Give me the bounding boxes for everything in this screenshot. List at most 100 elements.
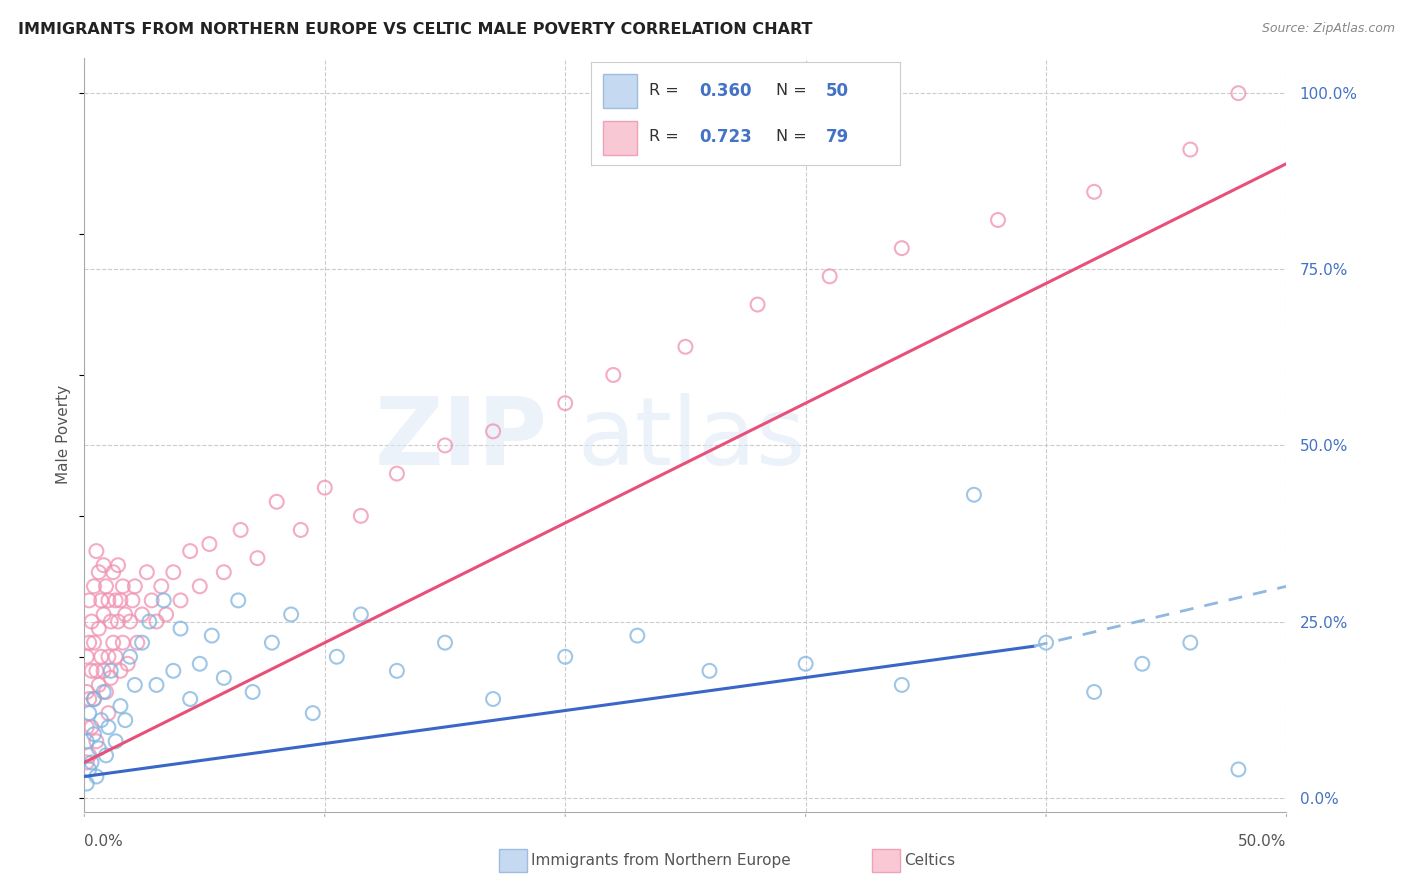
Point bbox=[350, 607, 373, 622]
Point bbox=[1035, 635, 1057, 649]
Point bbox=[675, 340, 697, 354]
Point bbox=[212, 671, 235, 685]
Point bbox=[141, 593, 163, 607]
Point bbox=[118, 649, 141, 664]
Point bbox=[80, 664, 103, 678]
Text: ZIP: ZIP bbox=[374, 392, 547, 484]
Point bbox=[111, 579, 134, 593]
Point bbox=[104, 649, 127, 664]
Point bbox=[107, 615, 129, 629]
Point bbox=[86, 544, 108, 558]
Point bbox=[602, 368, 624, 382]
Point bbox=[100, 671, 122, 685]
Point bbox=[246, 551, 269, 566]
Point bbox=[103, 565, 125, 579]
Text: IMMIGRANTS FROM NORTHERN EUROPE VS CELTIC MALE POVERTY CORRELATION CHART: IMMIGRANTS FROM NORTHERN EUROPE VS CELTI… bbox=[18, 22, 813, 37]
Point bbox=[83, 692, 105, 706]
Point bbox=[76, 776, 98, 790]
Point bbox=[747, 297, 769, 311]
Text: atlas: atlas bbox=[578, 392, 806, 484]
Point bbox=[385, 467, 408, 481]
Point bbox=[93, 558, 115, 573]
Point bbox=[138, 615, 160, 629]
Point bbox=[103, 635, 125, 649]
Point bbox=[90, 593, 112, 607]
Point bbox=[77, 593, 100, 607]
Point bbox=[188, 657, 211, 671]
Point bbox=[145, 615, 167, 629]
Point bbox=[890, 241, 912, 255]
Point bbox=[482, 425, 505, 439]
Point bbox=[145, 678, 167, 692]
Point bbox=[301, 706, 323, 720]
Point bbox=[117, 657, 139, 671]
Point bbox=[131, 635, 153, 649]
Point bbox=[94, 685, 117, 699]
Text: N =: N = bbox=[776, 129, 813, 145]
Point bbox=[77, 748, 100, 763]
Point bbox=[155, 607, 177, 622]
Point bbox=[890, 678, 912, 692]
Point bbox=[76, 756, 98, 770]
Point bbox=[1130, 657, 1153, 671]
Point bbox=[121, 593, 143, 607]
Point bbox=[1180, 143, 1202, 157]
Point bbox=[1083, 185, 1105, 199]
FancyBboxPatch shape bbox=[603, 121, 637, 155]
Point bbox=[179, 544, 201, 558]
Point bbox=[97, 720, 120, 734]
Point bbox=[110, 664, 132, 678]
Point bbox=[87, 565, 110, 579]
Text: 0.360: 0.360 bbox=[699, 82, 751, 100]
Point bbox=[83, 692, 105, 706]
Point bbox=[554, 396, 576, 410]
Point bbox=[80, 615, 103, 629]
Point bbox=[83, 579, 105, 593]
Point bbox=[83, 727, 105, 741]
Point bbox=[76, 734, 98, 748]
Point bbox=[87, 678, 110, 692]
Point bbox=[162, 664, 184, 678]
Point bbox=[314, 481, 336, 495]
Point bbox=[80, 756, 103, 770]
Point bbox=[114, 713, 136, 727]
Text: R =: R = bbox=[650, 83, 685, 98]
Point bbox=[97, 593, 120, 607]
Point bbox=[110, 699, 132, 714]
Point bbox=[76, 685, 98, 699]
Text: 79: 79 bbox=[825, 128, 849, 145]
Point bbox=[127, 635, 149, 649]
Point bbox=[90, 649, 112, 664]
Point bbox=[179, 692, 201, 706]
Point bbox=[77, 706, 100, 720]
Point bbox=[135, 565, 157, 579]
Point bbox=[242, 685, 264, 699]
Point bbox=[699, 664, 721, 678]
Point bbox=[87, 741, 110, 756]
Point bbox=[226, 593, 249, 607]
Point bbox=[124, 579, 146, 593]
Point bbox=[104, 593, 127, 607]
Point bbox=[482, 692, 505, 706]
Point bbox=[229, 523, 252, 537]
Point bbox=[77, 635, 100, 649]
Point bbox=[94, 579, 117, 593]
Point bbox=[86, 770, 108, 784]
Text: R =: R = bbox=[650, 129, 685, 145]
Point bbox=[93, 685, 115, 699]
Point bbox=[266, 495, 288, 509]
Point bbox=[350, 508, 373, 523]
Point bbox=[1227, 86, 1250, 100]
Point bbox=[87, 622, 110, 636]
Point bbox=[212, 565, 235, 579]
Point bbox=[326, 649, 349, 664]
Point bbox=[169, 593, 191, 607]
Point bbox=[124, 678, 146, 692]
Text: Source: ZipAtlas.com: Source: ZipAtlas.com bbox=[1261, 22, 1395, 36]
Point bbox=[963, 488, 986, 502]
Point bbox=[794, 657, 817, 671]
Point bbox=[434, 438, 457, 452]
Point bbox=[76, 720, 98, 734]
Point bbox=[280, 607, 302, 622]
Point bbox=[80, 720, 103, 734]
